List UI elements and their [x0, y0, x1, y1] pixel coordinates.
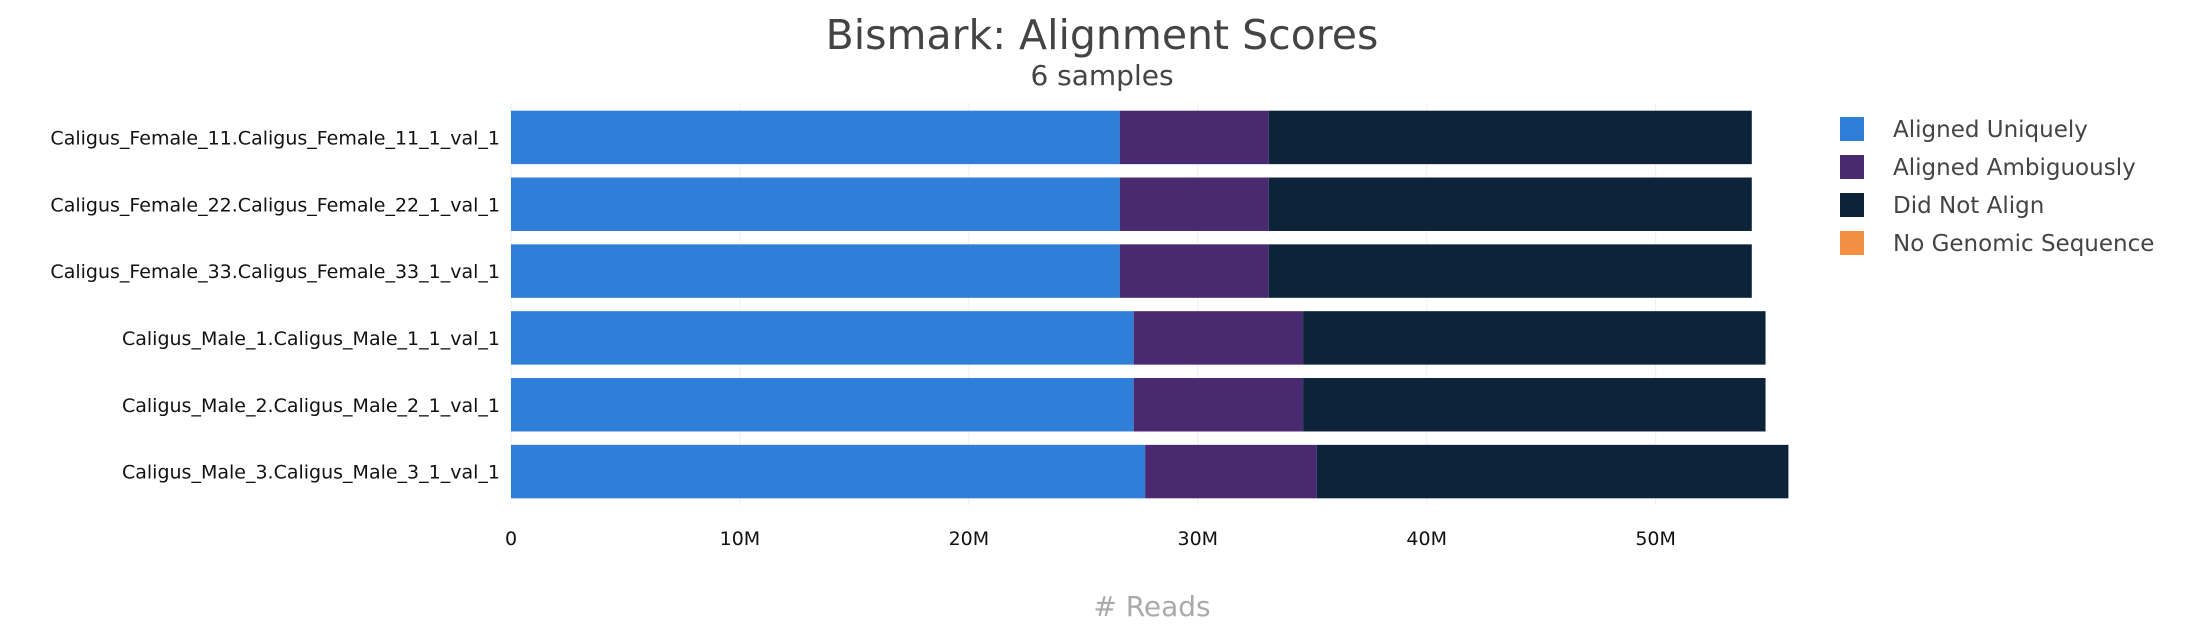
category-labels: Caligus_Female_11.Caligus_Female_11_1_va… — [50, 127, 500, 483]
bar-segment-aligned-uniquely[interactable] — [511, 110, 1120, 165]
legend-swatch — [1840, 117, 1864, 141]
x-tick-label: 30M — [1177, 528, 1218, 550]
bar-segment-aligned-uniquely[interactable] — [511, 244, 1120, 298]
grid-lines — [510, 104, 1657, 505]
bar-segment-aligned-uniquely[interactable] — [511, 444, 1146, 499]
legend-swatch — [1840, 193, 1864, 217]
category-label: Caligus_Male_1.Caligus_Male_1_1_val_1 — [122, 328, 500, 350]
legend-item[interactable]: Aligned Ambiguously — [1840, 155, 2136, 181]
bar-segment-did-not-align[interactable] — [1303, 311, 1766, 365]
legend-label: Aligned Uniquely — [1893, 117, 2088, 143]
x-tick-label: 50M — [1635, 528, 1676, 550]
x-tick-label: 20M — [949, 528, 990, 550]
legend-label: Did Not Align — [1893, 193, 2044, 219]
bar-segment-did-not-align[interactable] — [1268, 177, 1752, 231]
category-label: Caligus_Female_22.Caligus_Female_22_1_va… — [50, 194, 500, 216]
legend-swatch — [1840, 231, 1864, 255]
bar-segment-did-not-align[interactable] — [1268, 110, 1752, 165]
legend-label: Aligned Ambiguously — [1893, 155, 2136, 181]
category-label: Caligus_Male_2.Caligus_Male_2_1_val_1 — [122, 395, 500, 417]
bar-segment-aligned-ambiguously[interactable] — [1133, 378, 1304, 432]
category-label: Caligus_Male_3.Caligus_Male_3_1_val_1 — [122, 462, 500, 484]
bar-segment-aligned-ambiguously[interactable] — [1119, 244, 1269, 298]
legend-swatch — [1840, 155, 1864, 179]
bar-segment-did-not-align[interactable] — [1303, 378, 1766, 432]
x-tick-label: 40M — [1406, 528, 1447, 550]
x-tick-label: 0 — [505, 528, 517, 550]
chart-title: Bismark: Alignment Scores — [826, 11, 1379, 59]
bar-segment-aligned-ambiguously[interactable] — [1119, 177, 1269, 231]
bar-segment-aligned-ambiguously[interactable] — [1133, 311, 1304, 365]
legend: Aligned Uniquely Aligned Ambiguously Did N… — [1840, 117, 2154, 257]
bar-segment-did-not-align[interactable] — [1316, 444, 1789, 499]
legend-label: No Genomic Sequence — [1893, 231, 2154, 257]
x-tick-label: 10M — [720, 528, 761, 550]
bar-segment-aligned-uniquely[interactable] — [511, 378, 1134, 432]
category-label: Caligus_Female_11.Caligus_Female_11_1_va… — [50, 127, 500, 149]
legend-item[interactable]: No Genomic Sequence — [1840, 231, 2154, 257]
bar-segment-aligned-uniquely[interactable] — [511, 177, 1120, 231]
x-axis-title: # Reads — [1093, 590, 1210, 623]
legend-item[interactable]: Aligned Uniquely — [1840, 117, 2088, 143]
bar-segment-aligned-ambiguously[interactable] — [1145, 444, 1317, 499]
bar-segment-did-not-align[interactable] — [1268, 244, 1752, 298]
category-label: Caligus_Female_33.Caligus_Female_33_1_va… — [50, 261, 500, 283]
legend-item[interactable]: Did Not Align — [1840, 193, 2044, 219]
bar-segment-aligned-uniquely[interactable] — [511, 311, 1134, 365]
chart-subtitle: 6 samples — [1030, 59, 1173, 92]
x-axis-ticks: 0 10M 20M 30M 40M 50M — [505, 528, 1676, 550]
bar-segment-aligned-ambiguously[interactable] — [1119, 110, 1269, 165]
bars — [511, 110, 1789, 499]
